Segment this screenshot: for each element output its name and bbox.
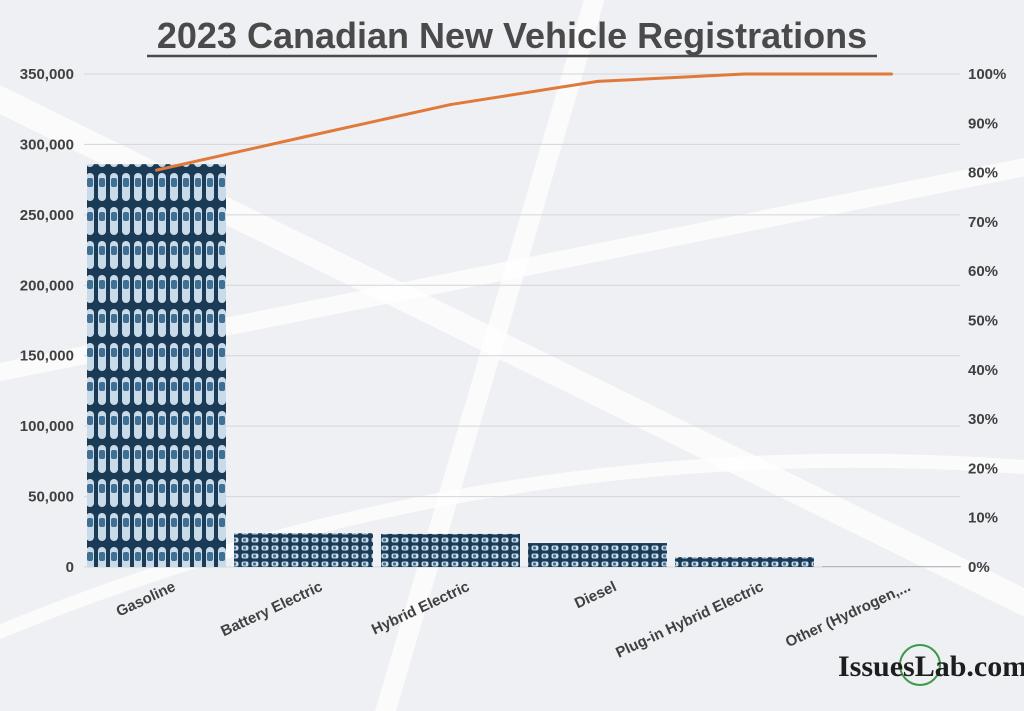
y-left-tick-label: 200,000 [20, 277, 74, 294]
bar-hybrid-electric [381, 533, 520, 567]
category-label: Other (Hydrogen,... [783, 578, 913, 651]
category-label: Battery Electric [218, 578, 325, 640]
logo-globe-icon [899, 644, 941, 686]
cumulative-line-series [155, 72, 893, 172]
cumulative-point [449, 103, 452, 107]
cumulative-point [743, 72, 746, 76]
cumulative-point [890, 72, 893, 76]
issueslab-logo: IssuesLab.com [838, 644, 1024, 686]
y-axis-left-ticks: 0 50,000 100,000 150,000 200,000 250,000 300,0… [20, 66, 74, 576]
y-right-tick-label: 10% [968, 510, 998, 527]
bar-plug-in-hybrid-electric [675, 557, 814, 567]
y-right-tick-label: 20% [968, 460, 998, 477]
y-left-tick-label: 150,000 [20, 348, 74, 365]
y-right-tick-label: 0% [968, 559, 990, 576]
y-right-tick-label: 50% [968, 313, 998, 330]
y-right-tick-label: 90% [968, 115, 998, 132]
y-right-tick-label: 100% [968, 66, 1006, 83]
y-axis-right-ticks: 0% 10% 20% 30% 40% 50% 60% 70% 80% 90% 100% [968, 66, 1006, 576]
y-left-tick-label: 0 [66, 559, 74, 576]
y-left-tick-label: 250,000 [20, 207, 74, 224]
logo-text: IssuesLab.com [838, 650, 1024, 683]
bar-diesel [528, 543, 667, 567]
category-label: Plug-in Hybrid Electric [613, 578, 766, 661]
y-right-tick-label: 30% [968, 411, 998, 428]
bar-battery-electric [234, 533, 373, 567]
y-right-tick-label: 40% [968, 362, 998, 379]
y-left-tick-label: 300,000 [20, 136, 74, 153]
y-left-tick-label: 50,000 [28, 489, 74, 506]
bar-series [87, 164, 961, 568]
cumulative-line [156, 72, 892, 172]
y-left-tick-label: 100,000 [20, 418, 74, 435]
cumulative-point [302, 135, 305, 139]
bar-gasoline [87, 164, 226, 568]
category-label: Diesel [572, 578, 619, 612]
category-labels: Gasoline Battery Electric Hybrid Electric D… [114, 578, 914, 661]
cumulative-point [596, 79, 599, 83]
y-right-tick-label: 80% [968, 165, 998, 182]
y-right-tick-label: 70% [968, 214, 998, 231]
y-left-tick-label: 350,000 [20, 66, 74, 83]
chart-title: 2023 Canadian New Vehicle Registrations [157, 15, 867, 56]
cumulative-point [155, 168, 158, 172]
y-right-tick-label: 60% [968, 263, 998, 280]
